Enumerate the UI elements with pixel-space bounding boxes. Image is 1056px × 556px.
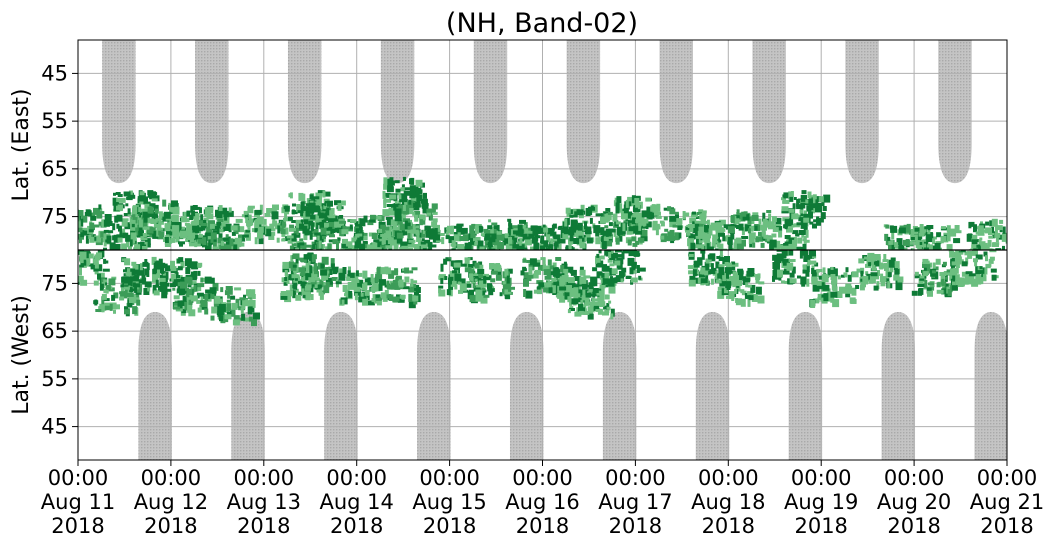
y-tick-label-upper-1: 55 (41, 109, 68, 133)
activity-cluster-3 (153, 257, 203, 299)
x-tick-label-5: 00:00 Aug 16 2018 (505, 466, 579, 538)
no-data-region-2 (287, 40, 322, 184)
no-data-region-8 (845, 40, 879, 184)
chart-title: (NH, Band-02) (446, 8, 638, 39)
x-tick-label-1: 00:00 Aug 12 2018 (134, 466, 208, 538)
x-tick-label-10: 00:00 Aug 21 2018 (970, 466, 1044, 538)
y-tick-label-upper-3: 75 (41, 205, 68, 229)
activity-cluster-17 (715, 267, 765, 307)
x-tick-label-4: 00:00 Aug 15 2018 (412, 466, 486, 538)
y-tick-label-lower-3: 45 (41, 415, 68, 439)
no-data-region-0 (138, 312, 172, 460)
activity-cluster-25 (687, 219, 736, 250)
activity-cluster-19 (809, 266, 859, 308)
activity-cluster-22 (948, 250, 999, 287)
activity-cluster-21 (562, 204, 613, 246)
no-data-region-2 (324, 312, 358, 460)
no-data-region-1 (231, 312, 265, 460)
no-data-region-7 (788, 312, 823, 460)
no-data-region-4 (473, 40, 508, 184)
activity-cluster-12 (354, 214, 403, 250)
no-data-upper (102, 40, 972, 184)
activity-cluster-15 (595, 250, 646, 287)
activity-upper (78, 176, 1007, 250)
no-data-region-0 (102, 40, 136, 184)
activity-lower (78, 250, 999, 327)
no-data-region-9 (938, 40, 972, 184)
x-tick-label-7: 00:00 Aug 18 2018 (691, 466, 765, 538)
y-tick-label-upper-0: 45 (41, 61, 68, 85)
activity-cluster-7 (241, 204, 292, 245)
no-data-region-4 (509, 312, 544, 460)
no-data-region-5 (566, 40, 601, 184)
y-tick-label-lower-2: 55 (41, 367, 68, 391)
no-data-region-1 (195, 40, 229, 184)
activity-cluster-1 (103, 214, 151, 250)
activity-cluster-23 (613, 195, 662, 236)
x-tick-label-8: 00:00 Aug 19 2018 (784, 466, 858, 538)
y-ticks-upper: 45 55 65 75 (41, 61, 78, 229)
no-data-region-7 (752, 40, 786, 184)
activity-cluster-11 (464, 262, 515, 304)
activity-cluster-20 (855, 252, 904, 291)
no-data-region-6 (659, 40, 693, 184)
y-tick-label-lower-0: 75 (41, 271, 68, 295)
y-tick-label-upper-2: 65 (41, 157, 68, 181)
x-tick-label-6: 00:00 Aug 17 2018 (598, 466, 672, 538)
no-data-region-9 (974, 312, 1007, 460)
no-data-region-3 (380, 40, 415, 184)
y-label-upper: Lat. (East) (9, 89, 34, 202)
activity-cluster-5 (210, 286, 260, 327)
y-ticks-lower: 75 65 55 45 (41, 271, 78, 439)
activity-cluster-31 (966, 218, 1007, 250)
activity-cluster-28 (781, 190, 831, 230)
no-data-region-6 (695, 312, 730, 460)
activity-cluster-14 (567, 281, 617, 320)
activity-cluster-6 (196, 218, 246, 250)
activity-cluster-15 (392, 199, 441, 240)
no-data-lower (138, 312, 1007, 460)
x-tick-label-0: 00:00 Aug 11 2018 (41, 466, 115, 538)
no-data-region-3 (417, 312, 451, 460)
no-data-region-8 (881, 312, 916, 460)
x-ticks: 00:00 Aug 11 2018 00:00 Aug 12 2018 00:00 Aug 1… (41, 460, 1044, 538)
no-data-region-5 (602, 312, 637, 460)
x-tick-label-2: 00:00 Aug 13 2018 (227, 466, 301, 538)
x-tick-label-3: 00:00 Aug 14 2018 (319, 466, 393, 538)
activity-cluster-26 (727, 209, 773, 250)
y-label-lower: Lat. (West) (9, 295, 34, 415)
x-tick-label-9: 00:00 Aug 20 2018 (877, 466, 951, 538)
y-tick-label-lower-1: 65 (41, 319, 68, 343)
activity-cluster-0 (78, 204, 107, 246)
activity-cluster-9 (373, 266, 421, 309)
activity-cluster-7 (288, 252, 339, 294)
